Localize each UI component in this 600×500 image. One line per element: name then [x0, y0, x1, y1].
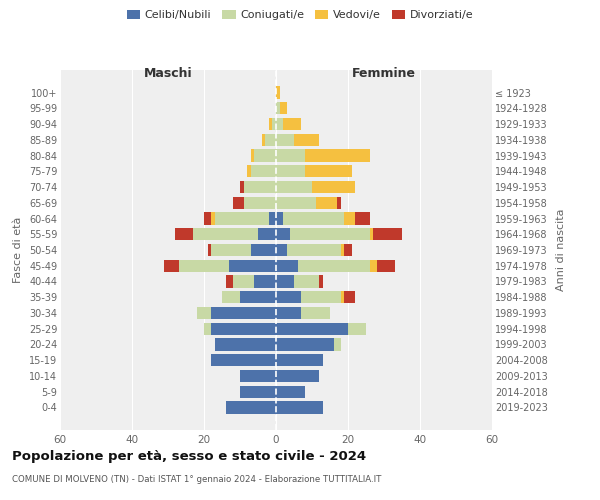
Bar — [197, 307, 211, 319]
Bar — [276, 165, 305, 177]
Bar — [240, 291, 276, 304]
Bar — [276, 291, 301, 304]
Bar — [233, 276, 254, 287]
Bar — [294, 276, 319, 287]
Bar — [222, 291, 240, 304]
Bar — [344, 291, 355, 304]
Bar — [247, 165, 251, 177]
Bar — [370, 260, 377, 272]
Bar — [276, 307, 301, 319]
Bar — [269, 118, 272, 130]
Bar — [316, 196, 337, 209]
Bar — [254, 150, 276, 162]
Bar — [344, 244, 352, 256]
Bar — [215, 338, 276, 350]
Bar — [265, 134, 276, 146]
Bar — [276, 212, 283, 224]
Text: Femmine: Femmine — [352, 67, 416, 80]
Bar — [355, 212, 370, 224]
Bar — [305, 165, 352, 177]
Bar — [244, 181, 276, 193]
Bar — [276, 150, 305, 162]
Bar — [258, 228, 276, 240]
Bar — [204, 212, 211, 224]
Bar — [251, 150, 254, 162]
Bar — [215, 212, 269, 224]
Bar — [301, 307, 330, 319]
Legend: Celibi/Nubili, Coniugati/e, Vedovi/e, Divorziati/e: Celibi/Nubili, Coniugati/e, Vedovi/e, Di… — [122, 6, 478, 25]
Bar — [276, 276, 294, 287]
Bar — [276, 370, 319, 382]
Bar — [269, 212, 276, 224]
Bar — [226, 276, 233, 287]
Bar — [373, 228, 402, 240]
Bar — [211, 354, 276, 366]
Bar — [312, 181, 355, 193]
Bar — [229, 260, 276, 272]
Bar — [164, 260, 179, 272]
Bar — [276, 86, 280, 99]
Bar — [240, 181, 244, 193]
Bar — [334, 338, 341, 350]
Bar — [208, 244, 211, 256]
Bar — [276, 102, 280, 115]
Bar — [254, 276, 276, 287]
Bar — [204, 322, 211, 335]
Bar — [283, 212, 344, 224]
Bar — [233, 196, 244, 209]
Bar — [240, 370, 276, 382]
Bar — [298, 260, 370, 272]
Bar — [344, 212, 355, 224]
Bar — [226, 402, 276, 413]
Bar — [370, 228, 373, 240]
Bar — [251, 244, 276, 256]
Bar — [276, 228, 290, 240]
Bar — [276, 196, 316, 209]
Bar — [301, 291, 341, 304]
Bar — [280, 102, 287, 115]
Bar — [276, 338, 334, 350]
Bar — [294, 134, 319, 146]
Bar — [276, 118, 283, 130]
Text: Maschi: Maschi — [143, 67, 193, 80]
Bar — [276, 322, 348, 335]
Bar — [179, 260, 229, 272]
Y-axis label: Fasce di età: Fasce di età — [13, 217, 23, 283]
Bar — [341, 291, 344, 304]
Bar — [175, 228, 193, 240]
Bar — [240, 386, 276, 398]
Bar — [276, 244, 287, 256]
Bar — [211, 244, 251, 256]
Bar — [251, 165, 276, 177]
Y-axis label: Anni di nascita: Anni di nascita — [556, 209, 566, 291]
Bar — [276, 402, 323, 413]
Bar — [337, 196, 341, 209]
Bar — [276, 386, 305, 398]
Bar — [377, 260, 395, 272]
Text: COMUNE DI MOLVENO (TN) - Dati ISTAT 1° gennaio 2024 - Elaborazione TUTTITALIA.IT: COMUNE DI MOLVENO (TN) - Dati ISTAT 1° g… — [12, 475, 382, 484]
Bar — [348, 322, 366, 335]
Bar — [262, 134, 265, 146]
Bar — [276, 354, 323, 366]
Bar — [341, 244, 344, 256]
Bar — [211, 212, 215, 224]
Bar — [290, 228, 370, 240]
Bar — [305, 150, 370, 162]
Bar — [193, 228, 258, 240]
Bar — [276, 134, 294, 146]
Bar — [211, 322, 276, 335]
Text: Popolazione per età, sesso e stato civile - 2024: Popolazione per età, sesso e stato civil… — [12, 450, 366, 463]
Bar — [276, 181, 312, 193]
Bar — [287, 244, 341, 256]
Bar — [276, 260, 298, 272]
Bar — [244, 196, 276, 209]
Bar — [272, 118, 276, 130]
Bar — [211, 307, 276, 319]
Bar — [283, 118, 301, 130]
Bar — [319, 276, 323, 287]
